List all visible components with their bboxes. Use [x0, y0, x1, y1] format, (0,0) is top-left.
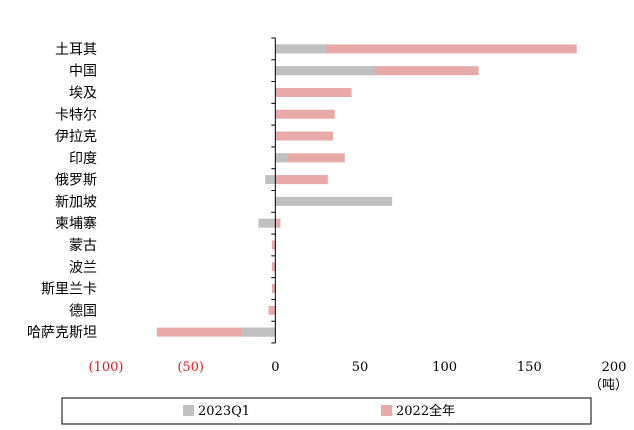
bar-2023q1-13: [241, 327, 276, 337]
legend-swatch-2023q1: [183, 405, 194, 416]
x-tick-label-3: 50: [352, 360, 369, 375]
bar-2022-0: [275, 44, 577, 54]
bar-2023q1-1: [275, 66, 376, 76]
category-label-2: 埃及: [69, 85, 97, 101]
bar-2022-3: [275, 109, 335, 119]
x-tick-label-2: 0: [271, 360, 279, 375]
category-label-6: 俄罗斯: [55, 173, 97, 189]
category-label-11: 斯里兰卡: [41, 282, 97, 298]
category-label-12: 德国: [69, 303, 97, 319]
category-label-5: 印度: [69, 151, 97, 167]
bar-2022-4: [275, 131, 333, 141]
x-tick-label-4: 100: [432, 360, 457, 375]
x-tick-label-5: 150: [517, 360, 542, 375]
bar-2022-6: [275, 175, 328, 185]
legend-label-2022: 2022全年: [396, 403, 455, 419]
bar-2023q1-5: [275, 153, 288, 163]
bar-2022-13: [156, 327, 276, 337]
category-label-9: 蒙古: [69, 238, 97, 254]
x-tick-label-6: 200: [602, 360, 627, 375]
bar-2022-9: [271, 240, 276, 250]
legend-box: [61, 397, 592, 425]
category-label-8: 柬埔寨: [55, 215, 97, 232]
bar-2023q1-6: [265, 175, 276, 185]
x-tick-label-0: (100): [89, 360, 124, 375]
bars-layer: [156, 44, 577, 337]
category-label-7: 新加坡: [55, 194, 97, 210]
category-label-13: 哈萨克斯坦: [27, 325, 97, 341]
bar-2022-1: [275, 66, 479, 76]
x-axis-tick-labels: (100) (50) 0 50 100 150 200: [89, 360, 627, 375]
bar-2022-12: [268, 305, 276, 315]
legend-label-2023q1: 2023Q1: [198, 404, 250, 419]
category-label-3: 卡特尔: [55, 107, 97, 123]
bar-2023q1-7: [275, 196, 393, 206]
category-label-4: 伊拉克: [55, 129, 97, 145]
x-tick-label-1: (50): [177, 360, 204, 375]
bar-2022-8: [275, 218, 281, 228]
category-label-0: 土耳其: [55, 42, 97, 58]
bar-2022-10: [271, 262, 276, 272]
unit-label: （吨）: [589, 378, 628, 393]
bar-2023q1-8: [258, 218, 276, 228]
category-label-1: 中国: [69, 64, 97, 80]
legend-swatch-2022: [381, 405, 392, 416]
y-axis-ticks: [271, 37, 276, 344]
bar-2022-11: [271, 284, 276, 294]
category-label-10: 波兰: [69, 260, 97, 276]
bar-2022-5: [275, 153, 345, 163]
bar-2023q1-0: [275, 44, 327, 54]
bar-2022-2: [275, 87, 352, 97]
